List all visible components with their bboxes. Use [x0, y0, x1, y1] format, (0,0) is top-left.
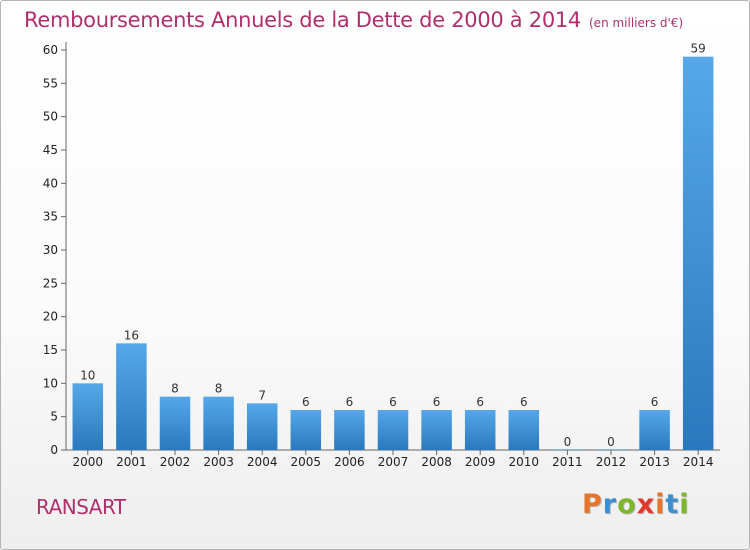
bar-2000 — [72, 383, 104, 450]
data-label-2004: 7 — [258, 388, 266, 402]
x-tick-label-2004: 2004 — [247, 455, 278, 469]
data-label-2007: 6 — [389, 395, 397, 409]
data-label-2014: 59 — [691, 42, 706, 56]
data-label-2009: 6 — [476, 395, 484, 409]
x-tick-label-2014: 2014 — [683, 455, 714, 469]
data-label-2001: 16 — [124, 328, 139, 342]
bar-2014 — [682, 56, 714, 451]
bar-2004 — [246, 403, 278, 450]
commune-name: RANSART — [36, 495, 126, 519]
logo-letter: o — [617, 489, 637, 520]
y-tick-label: 40 — [43, 176, 58, 190]
data-label-2012: 0 — [607, 435, 615, 449]
data-label-2011: 0 — [564, 435, 572, 449]
x-tick-label-2008: 2008 — [421, 455, 452, 469]
y-tick-label: 35 — [43, 210, 58, 224]
y-tick-label: 30 — [43, 243, 58, 257]
chart-subtitle: (en milliers d'€) — [589, 16, 684, 30]
data-label-2003: 8 — [215, 382, 223, 396]
chart-title-text: Remboursements Annuels de la Dette de 20… — [24, 8, 581, 32]
data-label-2000: 10 — [80, 368, 95, 382]
proxiti-logo: Proxiti — [582, 489, 690, 520]
x-tick-label-2001: 2001 — [116, 455, 147, 469]
logo-letter: r — [602, 489, 618, 520]
data-label-2008: 6 — [433, 395, 441, 409]
x-tick-label-2012: 2012 — [596, 455, 627, 469]
bar-2003 — [203, 396, 234, 450]
data-label-2010: 6 — [520, 395, 528, 409]
y-tick-label: 55 — [43, 76, 58, 90]
bar-2007 — [377, 410, 409, 450]
y-tick-label: 10 — [43, 376, 58, 390]
y-tick-label: 45 — [43, 143, 58, 157]
y-tick-label: 50 — [43, 110, 58, 124]
data-label-2005: 6 — [302, 395, 310, 409]
bar-2005 — [290, 410, 322, 450]
data-label-2013: 6 — [651, 395, 659, 409]
y-tick-label: 5 — [50, 410, 58, 424]
y-tick-label: 25 — [43, 276, 58, 290]
bar-2010 — [508, 410, 540, 450]
bar-2006 — [334, 410, 365, 450]
bar-2002 — [159, 396, 191, 450]
x-tick-label-2007: 2007 — [378, 455, 409, 469]
x-tick-label-2002: 2002 — [160, 455, 191, 469]
bar-2001 — [116, 343, 147, 450]
logo-letter: t — [665, 489, 680, 520]
x-tick-label-2011: 2011 — [552, 455, 583, 469]
x-tick-label-2010: 2010 — [509, 455, 540, 469]
x-tick-label-2000: 2000 — [73, 455, 104, 469]
bar-2013 — [639, 410, 670, 450]
x-tick-label-2013: 2013 — [639, 455, 670, 469]
bar-2012 — [595, 449, 627, 450]
y-tick-label: 20 — [43, 310, 58, 324]
logo-letter: i — [655, 489, 666, 520]
chart-title: Remboursements Annuels de la Dette de 20… — [24, 8, 683, 32]
logo-letter: P — [582, 489, 603, 520]
bar-2009 — [464, 410, 496, 450]
bar-2011 — [552, 449, 583, 450]
x-tick-label-2003: 2003 — [203, 455, 234, 469]
y-tick-label: 15 — [43, 343, 58, 357]
y-tick-label: 60 — [43, 43, 58, 57]
x-tick-label-2009: 2009 — [465, 455, 496, 469]
data-label-2006: 6 — [346, 395, 354, 409]
data-label-2002: 8 — [171, 382, 179, 396]
logo-letter: x — [636, 489, 656, 520]
logo-letter: i — [679, 489, 690, 520]
x-tick-label-2005: 2005 — [291, 455, 322, 469]
bar-2008 — [421, 410, 452, 450]
x-tick-label-2006: 2006 — [334, 455, 365, 469]
y-tick-label: 0 — [50, 443, 58, 457]
